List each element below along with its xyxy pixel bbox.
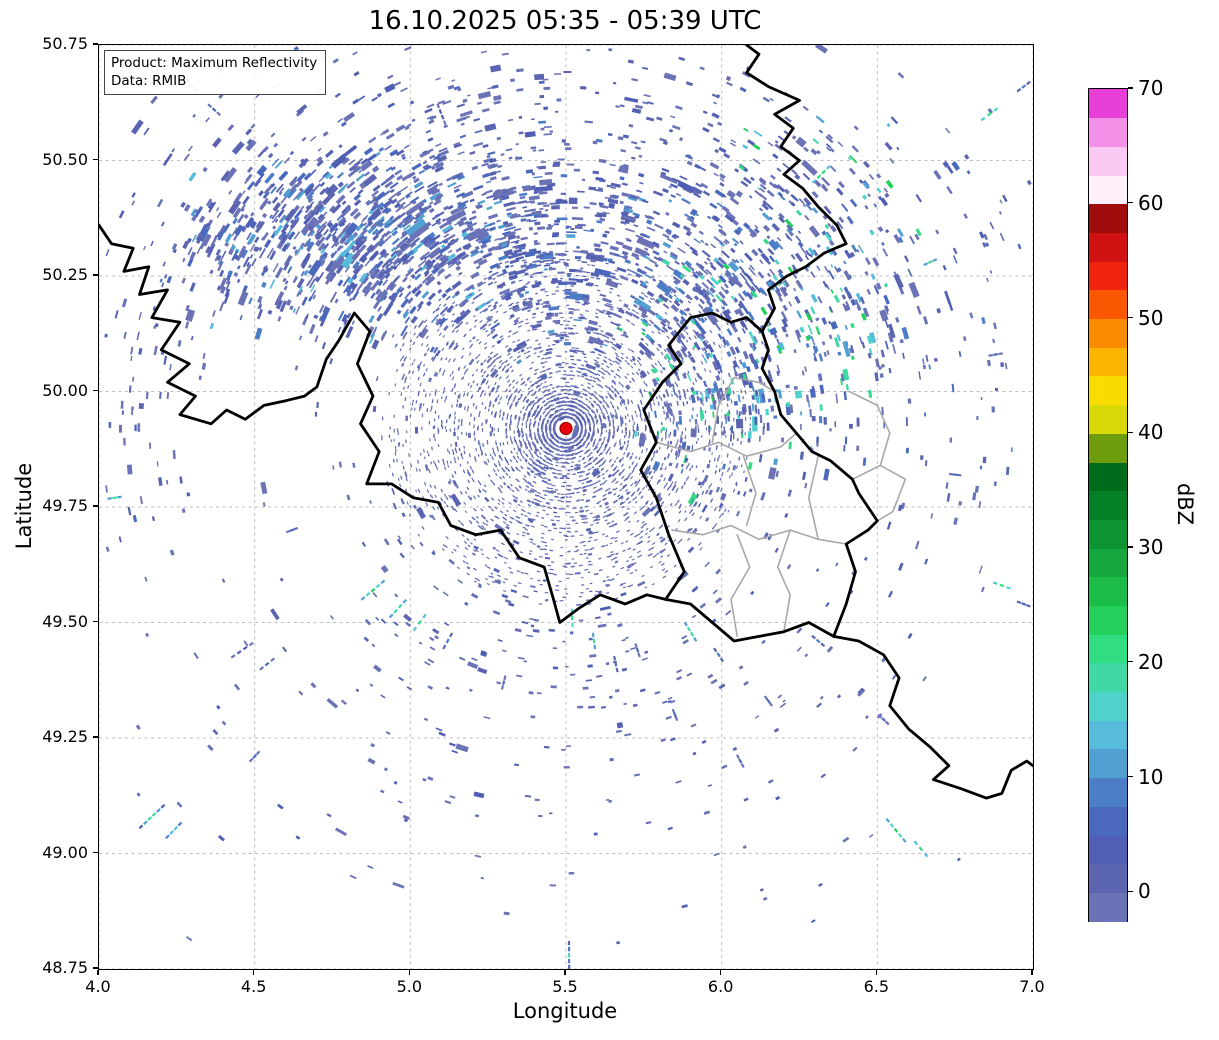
y-tick-label: 49.50 [42,611,88,631]
colorbar-tick-mark [1128,202,1133,204]
map-plot: Product: Maximum Reflectivity Data: RMIB [98,44,1034,970]
colorbar-label: dBZ [1173,482,1197,526]
x-tick-mark [97,970,99,975]
colorbar-band [1089,691,1127,721]
x-axis-label: Longitude [512,999,618,1023]
colorbar-band [1089,519,1127,549]
y-tick-label: 49.25 [42,727,88,746]
y-tick-mark [93,274,98,276]
colorbar-tick-mark [1128,546,1133,548]
x-tick-label: 6.0 [707,977,734,996]
radar-map-canvas [99,45,1033,969]
y-tick-mark [93,967,98,969]
colorbar-band [1089,576,1127,606]
x-tick-label: 4.0 [85,977,111,996]
colorbar-band [1089,720,1127,750]
colorbar-band [1089,89,1127,119]
colorbar-band [1089,318,1127,348]
colorbar-band [1089,834,1127,865]
x-tick-mark [719,970,722,975]
x-tick-mark [875,970,878,975]
y-tick-mark [93,158,98,161]
colorbar-tick-label: 30 [1138,535,1164,560]
colorbar-band [1089,490,1127,520]
product-label: Product: Maximum Reflectivity [111,55,318,71]
colorbar-band [1089,175,1127,205]
colorbar-band [1089,261,1127,291]
radar-site-marker [559,421,573,436]
colorbar [1088,88,1128,922]
clutter-streak-layer [107,80,1031,969]
y-tick-label: 50.25 [42,265,88,284]
figure-title: 16.10.2025 05:35 - 05:39 UTC [368,6,762,36]
colorbar-tick-mark [1128,87,1133,89]
colorbar-tick-label: 0 [1138,879,1151,904]
colorbar-band [1089,289,1127,320]
y-tick-label: 50.00 [42,380,88,400]
y-tick-label: 50.75 [42,34,88,53]
y-tick-mark [93,851,98,854]
region-borders [655,376,907,638]
data-source-label: Data: RMIB [111,73,187,90]
colorbar-band [1089,777,1127,807]
colorbar-tick-mark [1128,890,1133,892]
radar-echo-layer [104,45,1032,969]
colorbar-band [1089,863,1127,893]
x-tick-mark [564,970,566,975]
x-tick-label: 5.0 [396,977,423,996]
colorbar-band [1089,203,1127,234]
colorbar-band [1089,375,1127,406]
product-info-box: Product: Maximum Reflectivity Data: RMIB [104,50,327,96]
colorbar-tick-mark [1128,775,1133,778]
x-tick-label: 6.5 [863,977,890,996]
colorbar-tick-label: 70 [1138,76,1164,100]
y-tick-mark [93,505,98,507]
colorbar-band [1089,461,1127,492]
x-tick-label: 7.0 [1019,977,1045,996]
colorbar-band [1089,806,1127,836]
y-tick-label: 49.00 [42,842,88,862]
colorbar-tick-label: 60 [1138,190,1164,215]
colorbar-band [1089,548,1127,578]
colorbar-band [1089,662,1127,693]
colorbar-tick-mark [1128,431,1133,433]
colorbar-band [1089,117,1127,147]
colorbar-tick-label: 10 [1138,764,1164,789]
colorbar-band [1089,404,1127,434]
colorbar-band [1089,892,1127,922]
x-tick-mark [408,970,411,975]
colorbar-tick-mark [1128,661,1133,663]
colorbar-band [1089,748,1127,779]
y-tick-label: 49.75 [42,496,88,515]
y-tick-mark [93,736,98,738]
y-tick-mark [93,620,98,623]
colorbar-band [1089,232,1127,262]
y-tick-label: 48.75 [42,958,88,977]
colorbar-band [1089,605,1127,635]
x-tick-label: 4.5 [240,977,267,996]
y-tick-mark [93,43,98,45]
colorbar-band [1089,146,1127,176]
colorbar-band [1089,433,1127,463]
colorbar-band [1089,347,1127,377]
y-tick-label: 50.50 [42,149,88,169]
x-tick-mark [252,970,255,975]
colorbar-band [1089,634,1127,664]
x-tick-mark [1031,970,1033,975]
y-tick-mark [93,389,98,392]
country-borders [99,45,1033,800]
x-tick-label: 5.5 [552,977,578,996]
colorbar-tick-label: 20 [1138,649,1164,674]
colorbar-tick-mark [1128,316,1133,319]
colorbar-tick-label: 40 [1138,420,1164,445]
colorbar-tick-label: 50 [1138,305,1164,330]
